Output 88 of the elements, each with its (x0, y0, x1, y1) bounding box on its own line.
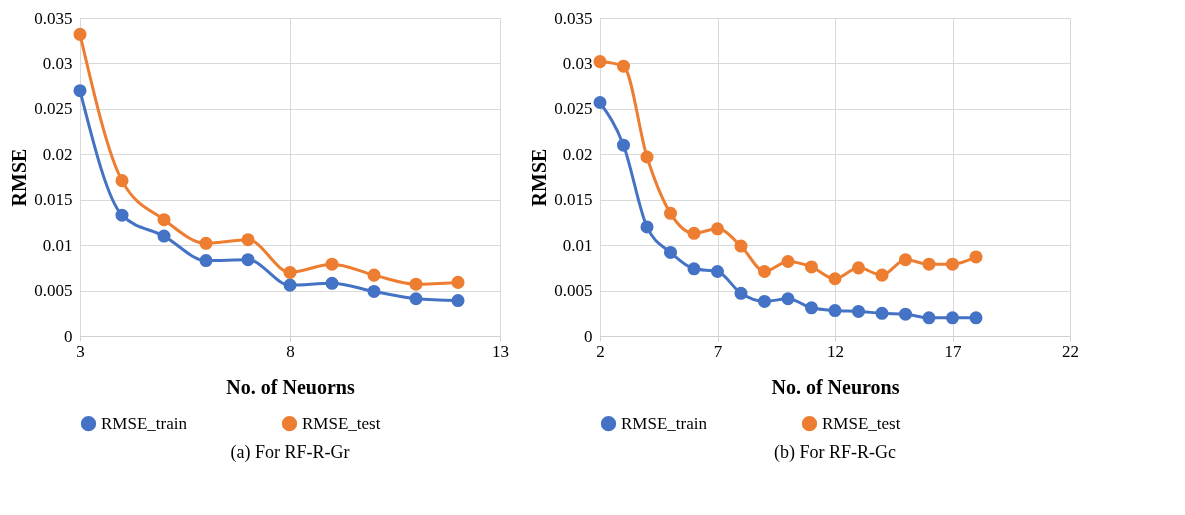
point (283, 265, 297, 279)
x-tick-label: 2 (596, 341, 605, 361)
point (875, 306, 889, 320)
x-tick-label: 3 (76, 341, 85, 361)
y-tick-label: 0.005 (34, 281, 73, 301)
point (875, 268, 889, 282)
x-tick-label: 17 (944, 341, 962, 361)
point (325, 257, 339, 271)
y-tick-label: 0.015 (554, 190, 593, 210)
text: (b) For RF-R-Gc (774, 442, 896, 463)
point (969, 250, 983, 264)
point (804, 260, 819, 274)
point (663, 245, 678, 259)
point (73, 84, 87, 98)
y-tick-label: 0.025 (554, 99, 593, 119)
legend-label: RMSE_test (822, 413, 901, 433)
point (367, 284, 381, 298)
point (687, 262, 701, 276)
point (663, 206, 678, 220)
legend-label: RMSE_train (101, 413, 188, 433)
point (115, 174, 129, 188)
point (451, 294, 465, 308)
point (157, 213, 171, 227)
x-tick-label: 22 (1062, 341, 1079, 361)
point (687, 226, 701, 240)
point (451, 275, 465, 289)
y-tick-label: 0.01 (562, 235, 593, 255)
point (710, 264, 725, 278)
point (199, 254, 213, 268)
point (241, 233, 255, 247)
x-axis-title: No. of Neurons (771, 375, 900, 398)
point (367, 268, 381, 282)
y-tick-label: 0.03 (42, 53, 73, 73)
point (851, 304, 866, 318)
point (640, 220, 654, 234)
point (157, 229, 171, 243)
point (241, 253, 255, 267)
point (828, 272, 842, 286)
legend-label: RMSE_train (621, 413, 708, 433)
point (898, 307, 913, 321)
y-tick-label: 0.035 (34, 8, 73, 28)
y-tick-label: 0 (584, 326, 593, 346)
y-axis-title: RMSE (8, 148, 31, 207)
point (781, 292, 795, 306)
point (199, 236, 213, 250)
point (616, 59, 631, 73)
y-tick-label: 0.03 (562, 53, 593, 73)
point (115, 208, 129, 222)
point (804, 301, 819, 315)
point (898, 253, 913, 267)
point (828, 304, 842, 318)
point (73, 27, 87, 41)
point (710, 222, 725, 236)
point (283, 278, 297, 292)
x-tick-label: 8 (286, 341, 295, 361)
point (593, 55, 607, 69)
point (409, 292, 423, 306)
y-tick-label: 0.015 (34, 190, 73, 210)
x-tick-label: 12 (827, 341, 844, 361)
point (593, 95, 607, 109)
y-tick-label: 0.02 (562, 144, 593, 164)
point (734, 239, 748, 253)
x-axis-title: No. of Neuorns (226, 375, 355, 398)
y-tick-label: 0.02 (42, 144, 73, 164)
y-tick-label: 0.01 (42, 235, 73, 255)
point (640, 150, 654, 164)
text: (a) For RF-R-Gr (230, 442, 350, 463)
x-tick-label: 7 (713, 341, 723, 361)
y-tick-label: 0.025 (34, 99, 73, 119)
y-tick-label: 0.005 (554, 281, 593, 301)
point (616, 138, 631, 152)
point (945, 311, 960, 325)
point (922, 311, 936, 325)
legend-label: RMSE_test (302, 413, 381, 433)
point (757, 264, 772, 278)
point (851, 261, 866, 275)
point (945, 257, 960, 271)
point (922, 257, 936, 271)
y-tick-label: 0 (64, 326, 73, 346)
point (781, 254, 795, 268)
y-axis-title: RMSE (528, 148, 551, 207)
point (757, 294, 772, 308)
point (734, 286, 748, 300)
point (325, 276, 339, 290)
y-tick-label: 0.035 (554, 8, 593, 28)
point (409, 277, 423, 291)
x-tick-label: 13 (492, 341, 509, 361)
point (969, 311, 983, 325)
